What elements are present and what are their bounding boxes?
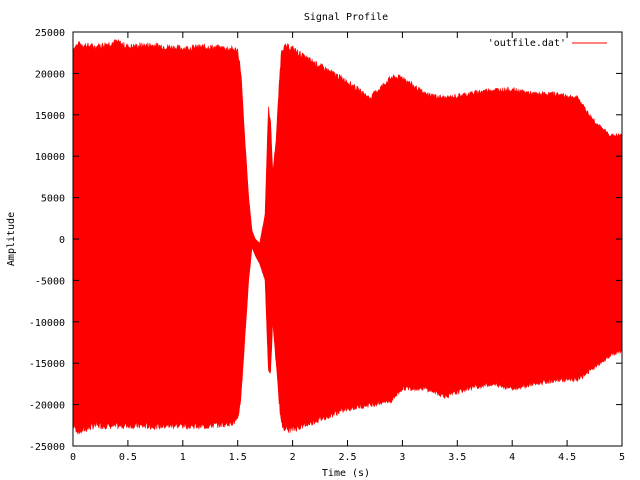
y-tick-label: -10000 (29, 318, 65, 329)
x-tick-label: 0 (70, 452, 76, 463)
y-tick-label: 0 (59, 235, 65, 246)
legend: 'outfile.dat' (488, 38, 607, 49)
x-tick-label: 4.5 (558, 452, 576, 463)
x-tick-label: 0.5 (119, 452, 137, 463)
x-tick-label: 2 (290, 452, 296, 463)
y-tick-label: 25000 (35, 28, 65, 39)
y-tick-label: 15000 (35, 111, 65, 122)
x-tick-label: 3 (399, 452, 405, 463)
x-tick-label: 2.5 (338, 452, 356, 463)
y-tick-label: -15000 (29, 359, 65, 370)
tick-layer: 0 0.5 1 1.5 2 2.5 3 3.5 4 4.5 5 -25000 -20000 -15000 -… (29, 28, 625, 463)
x-tick-label: 1 (180, 452, 186, 463)
x-axis-label: Time (s) (322, 468, 370, 479)
y-tick-label: 10000 (35, 152, 65, 163)
series-signal-trace (72, 39, 623, 435)
x-tick-label: 3.5 (448, 452, 466, 463)
x-tick-label: 5 (619, 452, 625, 463)
y-tick-label: 5000 (41, 194, 65, 205)
y-tick-label: -25000 (29, 442, 65, 453)
chart-title: Signal Profile (304, 12, 388, 23)
y-tick-label: -5000 (35, 276, 65, 287)
x-tick-label: 1.5 (229, 452, 247, 463)
y-axis-label: Amplitude (6, 212, 17, 266)
plot-data-layer (72, 39, 623, 435)
legend-entry-label: 'outfile.dat' (488, 38, 566, 49)
y-tick-label: 20000 (35, 69, 65, 80)
x-tick-label: 4 (509, 452, 515, 463)
y-tick-label: -20000 (29, 401, 65, 412)
